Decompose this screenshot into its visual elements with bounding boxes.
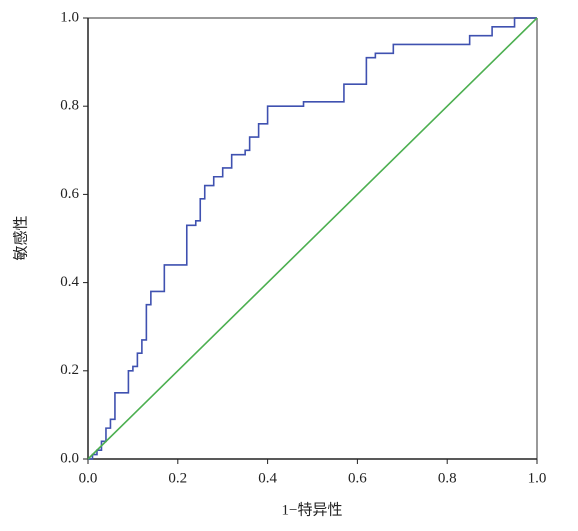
x-tick-label: 0.8	[438, 470, 457, 486]
x-axis-label: 1−特异性	[282, 501, 343, 518]
x-tick-label: 0.0	[79, 470, 98, 486]
series-line	[88, 17, 537, 460]
y-axis-label: 敏感性	[12, 215, 29, 260]
y-tick-label: 0.0	[60, 450, 79, 466]
x-tick-label: 0.6	[348, 470, 367, 486]
x-tick-label: 0.4	[258, 470, 277, 486]
y-tick-label: 1.0	[60, 9, 79, 25]
x-tick-label: 1.0	[528, 470, 547, 486]
y-tick-label: 0.8	[60, 98, 79, 114]
y-tick-label: 0.4	[60, 274, 79, 290]
x-tick-label: 0.2	[168, 470, 187, 486]
y-tick-label: 0.2	[60, 362, 79, 378]
series-line	[87, 17, 538, 460]
y-tick-label: 0.6	[60, 186, 79, 202]
